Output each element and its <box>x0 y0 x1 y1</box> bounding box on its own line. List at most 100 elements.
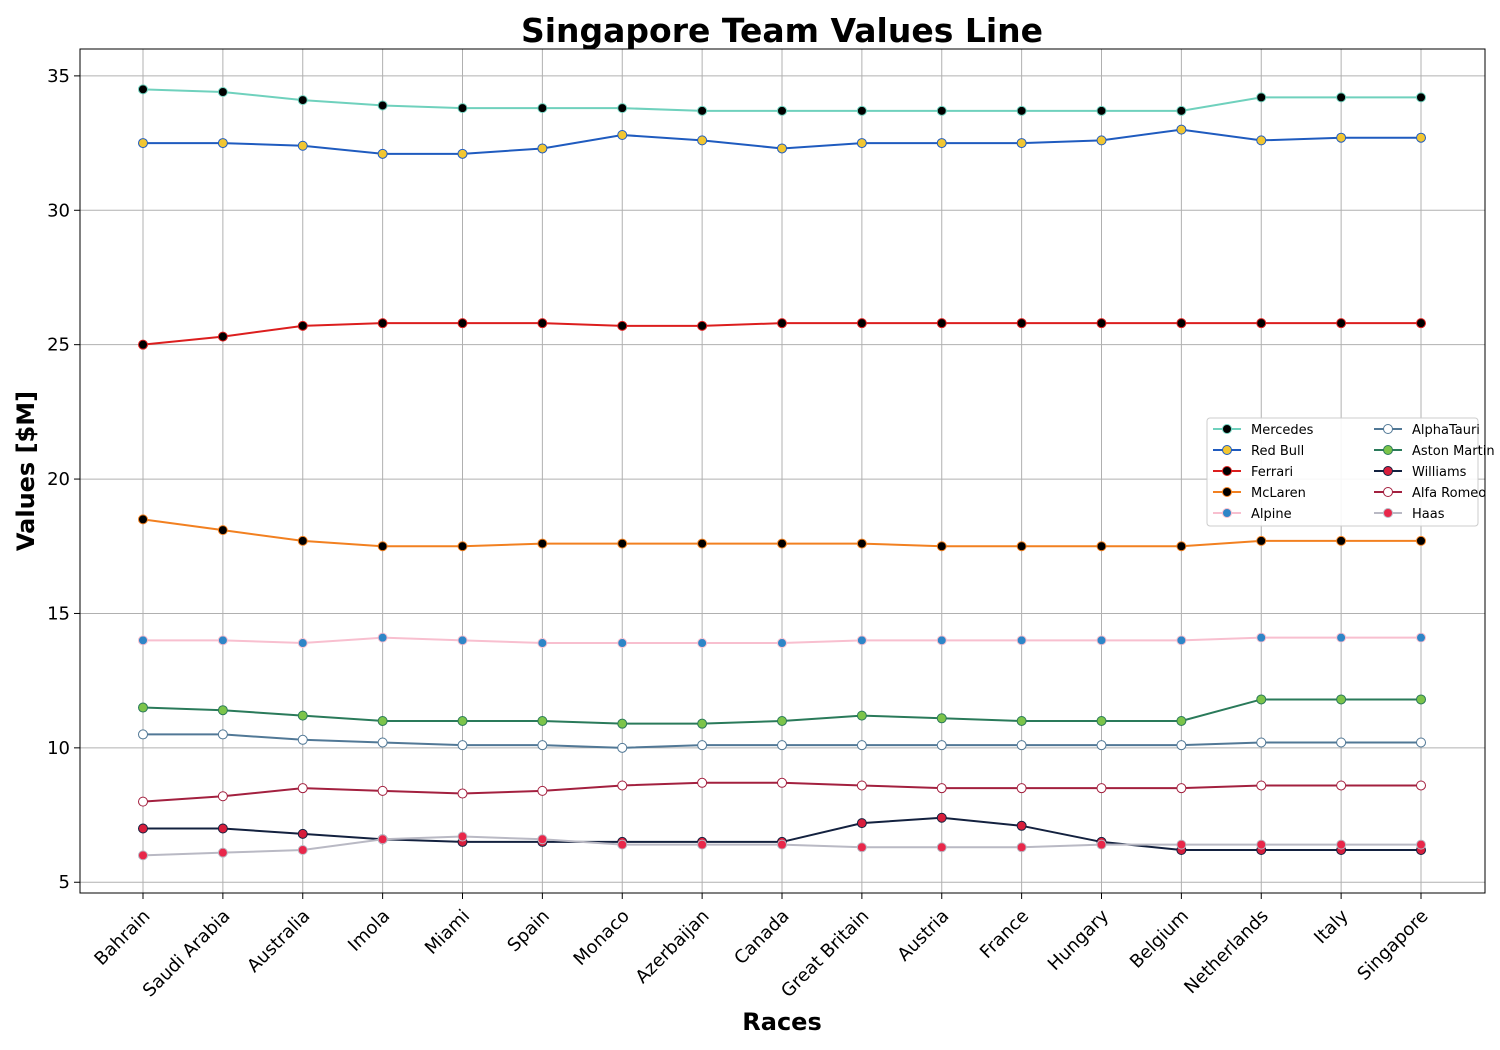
data-point <box>1016 105 1027 116</box>
data-point <box>856 538 867 549</box>
legend-entry: Aston Martin <box>1374 444 1495 459</box>
y-tick-label: 25 <box>47 335 70 356</box>
data-point <box>856 105 867 116</box>
legend-label: Alpine <box>1251 507 1292 522</box>
data-point <box>1016 318 1027 329</box>
data-point <box>1336 535 1347 546</box>
data-point <box>377 715 388 726</box>
legend-entry: Alpine <box>1213 507 1292 522</box>
x-tick-label: Spain <box>503 906 553 956</box>
data-point <box>777 538 787 549</box>
data-point <box>377 737 388 748</box>
data-point <box>297 95 308 106</box>
legend-box <box>1206 417 1479 527</box>
data-point <box>617 320 628 331</box>
data-point <box>697 777 708 788</box>
series-lines <box>138 84 1426 861</box>
data-point <box>1096 541 1107 552</box>
data-point <box>697 718 708 729</box>
data-point <box>457 318 468 329</box>
legend-entry: Williams <box>1374 465 1467 480</box>
data-point <box>138 729 148 740</box>
y-axis-label: Values [$M] <box>12 391 40 551</box>
legend-label: Alfa Romeo <box>1412 486 1486 501</box>
data-point <box>457 148 468 159</box>
data-point <box>1256 839 1267 850</box>
legend-marker <box>1222 487 1232 497</box>
legend-marker <box>1222 424 1232 434</box>
series-aston-martin <box>138 694 1426 729</box>
data-point <box>138 84 148 95</box>
y-tick-label: 30 <box>47 200 70 221</box>
legend-marker <box>1222 445 1232 455</box>
data-point <box>138 796 148 807</box>
data-point <box>1416 535 1426 546</box>
data-point <box>1016 740 1027 751</box>
data-point <box>1336 632 1347 643</box>
data-point <box>1336 780 1347 791</box>
data-point <box>537 638 548 649</box>
data-point <box>856 740 867 751</box>
data-point <box>697 638 708 649</box>
data-point <box>856 710 867 721</box>
data-point <box>777 318 787 329</box>
data-point <box>1416 632 1426 643</box>
legend-label: Aston Martin <box>1412 444 1495 459</box>
legend-marker <box>1222 508 1232 518</box>
data-point <box>1096 318 1107 329</box>
data-point <box>1016 783 1027 794</box>
data-point <box>856 818 867 829</box>
data-point <box>1176 124 1187 135</box>
data-point <box>537 103 548 114</box>
data-point <box>936 842 947 853</box>
data-point <box>138 850 148 861</box>
legend-label: Red Bull <box>1251 444 1304 459</box>
y-axis-ticks: 5 10 15 20 25 30 35 <box>47 66 80 893</box>
data-point <box>457 541 468 552</box>
data-point <box>377 785 388 796</box>
data-point <box>936 783 947 794</box>
y-tick-label: 35 <box>47 66 70 87</box>
data-point <box>1176 839 1187 850</box>
data-point <box>936 105 947 116</box>
data-point <box>1016 715 1027 726</box>
y-tick-label: 5 <box>59 872 70 893</box>
data-point <box>377 541 388 552</box>
data-point <box>1096 783 1107 794</box>
data-point <box>1016 820 1027 831</box>
x-tick-label: Miami <box>421 906 474 959</box>
chart-title: Singapore Team Values Line <box>521 11 1043 50</box>
legend-entry: McLaren <box>1213 486 1306 501</box>
x-tick-label: Italy <box>1310 905 1353 948</box>
series-alphatauri <box>138 729 1426 753</box>
data-point <box>936 635 947 646</box>
data-point <box>1256 318 1267 329</box>
series-mercedes <box>138 84 1426 116</box>
data-point <box>457 831 468 842</box>
data-point <box>457 715 468 726</box>
x-tick-label: France <box>976 906 1033 963</box>
data-point <box>697 320 708 331</box>
data-point <box>537 715 548 726</box>
data-point <box>377 100 388 111</box>
data-point <box>1176 318 1187 329</box>
data-point <box>1176 740 1187 751</box>
data-point <box>1336 132 1347 143</box>
series-alpine <box>138 632 1426 649</box>
data-point <box>1096 135 1107 146</box>
data-point <box>1256 780 1267 791</box>
data-point <box>537 785 548 796</box>
data-point <box>297 734 308 745</box>
data-point <box>1416 694 1426 705</box>
x-tick-label: Australia <box>243 906 314 977</box>
data-point <box>217 635 228 646</box>
y-tick-label: 15 <box>47 603 70 624</box>
data-point <box>1016 138 1027 149</box>
legend-marker <box>1383 466 1393 476</box>
data-point <box>936 812 947 823</box>
data-point <box>1416 780 1426 791</box>
data-point <box>217 138 228 149</box>
data-point <box>217 791 228 802</box>
data-point <box>936 713 947 724</box>
